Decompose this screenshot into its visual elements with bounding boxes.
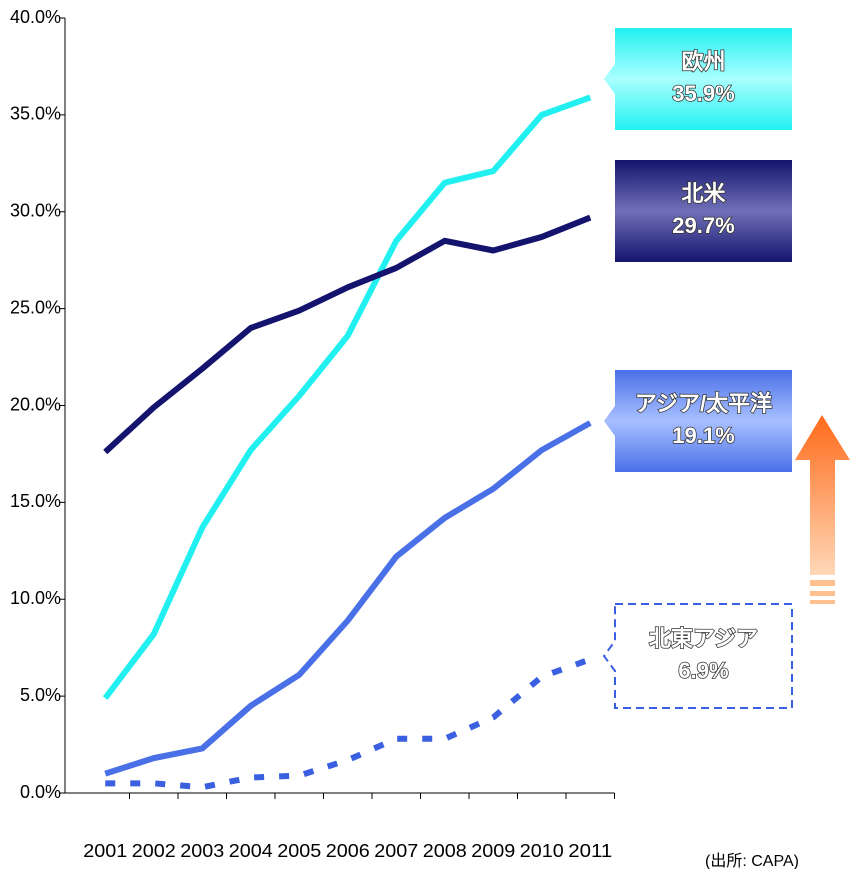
series-line [104,420,592,777]
y-tick-label: 35.0% [10,104,61,124]
y-tick-label: 15.0% [10,491,61,511]
x-tick-label: 2007 [374,841,418,861]
label-box-shape [604,370,792,472]
legend-label: アジア/太平洋 [635,391,772,416]
legend-label: 欧州 [681,49,725,74]
series-line [105,656,592,791]
series-label-box: 北米 29.7% [615,160,792,262]
y-tick-label: 0.0% [20,782,61,802]
x-tick-label: 2009 [471,841,515,861]
series-label-box: 北東アジア 6.9% [602,603,793,709]
data-label: 6.9% [678,658,728,683]
legend-label: 北東アジア [649,626,758,651]
x-tick-label: 2004 [229,841,273,861]
x-tick-label: 2011 [568,841,612,861]
y-tick-label: 25.0% [10,297,61,317]
up-arrow [795,415,850,604]
x-tick-label: 2002 [132,841,176,861]
x-tick-label: 2003 [180,841,224,861]
y-tick-label: 30.0% [10,201,61,221]
label-box-shape [604,28,792,130]
data-label: 35.9% [672,81,734,106]
x-tick-label: 2005 [277,841,321,861]
series-label-box: 欧州 35.9% [604,28,792,130]
y-tick-label: 40.0% [10,7,61,27]
series-line [102,94,592,700]
y-tick-label: 5.0% [20,685,61,705]
legend-label: 北米 [681,181,726,206]
x-tick-label: 2008 [423,841,467,861]
x-tick-label: 2001 [83,841,127,861]
x-tick-label: 2006 [326,841,370,861]
source: (出所: CAPA) [705,852,799,869]
x-tick-label: 2010 [520,841,564,861]
y-tick-label: 20.0% [10,394,61,414]
data-label: 29.7% [672,213,734,238]
y-tick-label: 10.0% [10,588,61,608]
series-label-box: アジア/太平洋 19.1% [604,370,792,472]
label-box-shape [615,160,792,262]
series-line [103,214,592,455]
label-box-shape [602,603,793,709]
data-label: 19.1% [672,423,734,448]
